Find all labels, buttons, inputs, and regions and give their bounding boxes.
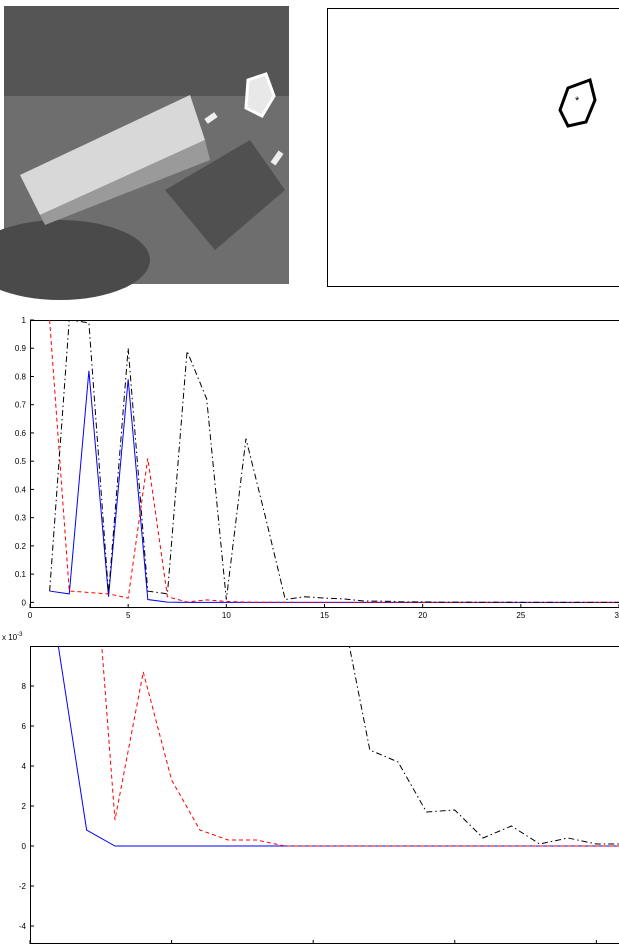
y-tick-label: 4 <box>22 762 27 771</box>
y-tick-label: 0 <box>22 598 27 607</box>
y-tick-label: -2 <box>19 882 27 891</box>
x-tick-label: 20 <box>418 611 427 620</box>
y-tick-label: 0.7 <box>15 401 27 410</box>
y-tick-label: 0 <box>22 842 27 851</box>
y-tick-label: 0.2 <box>15 542 27 551</box>
svg-text:*: * <box>575 95 580 107</box>
y-tick-label: 8 <box>22 682 27 691</box>
x-tick-label: 30 <box>615 611 619 620</box>
x-tick-label: 15 <box>320 611 329 620</box>
y-tick-label: 0.3 <box>15 514 27 523</box>
y-tick-label: 0.9 <box>15 344 27 353</box>
plot-lines <box>49 320 619 603</box>
plot-frame <box>30 646 619 944</box>
y-tick-label: -4 <box>19 922 27 931</box>
x-tick-label: 25 <box>516 611 525 620</box>
mask-frame: * <box>327 8 619 287</box>
y-tick-label: 0.4 <box>15 485 27 494</box>
y-scale-exponent: -3 <box>17 632 23 638</box>
x-tick-label: 5 <box>126 611 131 620</box>
y-scale-label: x 10-3 <box>2 632 23 642</box>
y-tick-label: 0.8 <box>15 372 27 381</box>
y-tick-label: 0.5 <box>15 457 27 466</box>
x-tick-label: 0 <box>28 611 33 620</box>
y-tick-label: 6 <box>22 722 27 731</box>
y-tick-label: 0.1 <box>15 570 27 579</box>
y-tick-label: 2 <box>22 802 27 811</box>
plot-lines <box>57 646 619 847</box>
y-scale-base: x 10 <box>2 633 18 642</box>
y-tick-label: 0.6 <box>15 429 27 438</box>
series-line <box>49 370 619 603</box>
series-line <box>49 320 619 603</box>
camera-frame <box>0 6 289 300</box>
y-tick-label: 1 <box>22 316 27 325</box>
series-line <box>57 646 619 847</box>
x-tick-label: 10 <box>222 611 231 620</box>
